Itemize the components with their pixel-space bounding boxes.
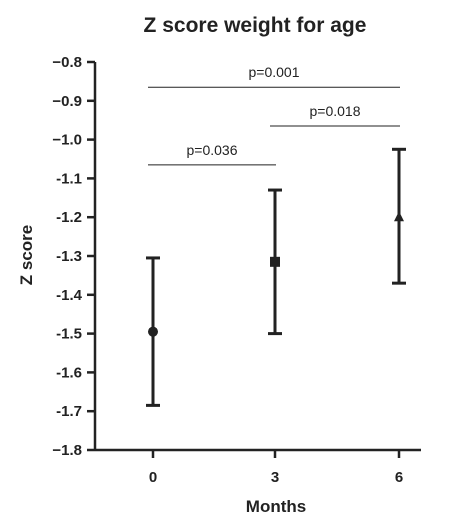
y-tick-label: -1.5: [56, 326, 82, 343]
p-value-label: p=0.036: [187, 142, 238, 158]
data-point-triangle: [394, 211, 404, 222]
y-tick-label: -1.3: [56, 248, 82, 265]
y-tick-label: -1.2: [56, 209, 82, 226]
x-axis-label: Months: [246, 497, 306, 516]
chart-title: Z score weight for age: [144, 14, 367, 37]
x-tick-label: 0: [149, 469, 157, 486]
y-tick-label: -1.6: [56, 364, 82, 381]
y-tick-label: −1.8: [52, 442, 82, 459]
y-axis-label: Z score: [17, 225, 36, 285]
p-value-label: p=0.018: [310, 103, 361, 119]
plot-area: −0.8 −0.9 −1.0 -1.1 -1.2 -1.3 -1.4 -1.5 -1.6 -1.7…: [52, 54, 421, 486]
data-point-circle: [148, 326, 158, 337]
p-value-label: p=0.001: [249, 64, 300, 80]
y-tick-label: −1.0: [52, 132, 82, 149]
y-tick-label: −0.9: [52, 93, 82, 110]
data-point-square: [270, 256, 280, 267]
x-tick-label: 3: [271, 469, 279, 486]
y-tick-label: −0.8: [52, 54, 82, 71]
y-tick-label: -1.4: [56, 287, 83, 304]
y-tick-label: -1.1: [56, 170, 82, 187]
y-tick-label: -1.7: [56, 403, 82, 420]
x-tick-label: 6: [395, 469, 403, 486]
